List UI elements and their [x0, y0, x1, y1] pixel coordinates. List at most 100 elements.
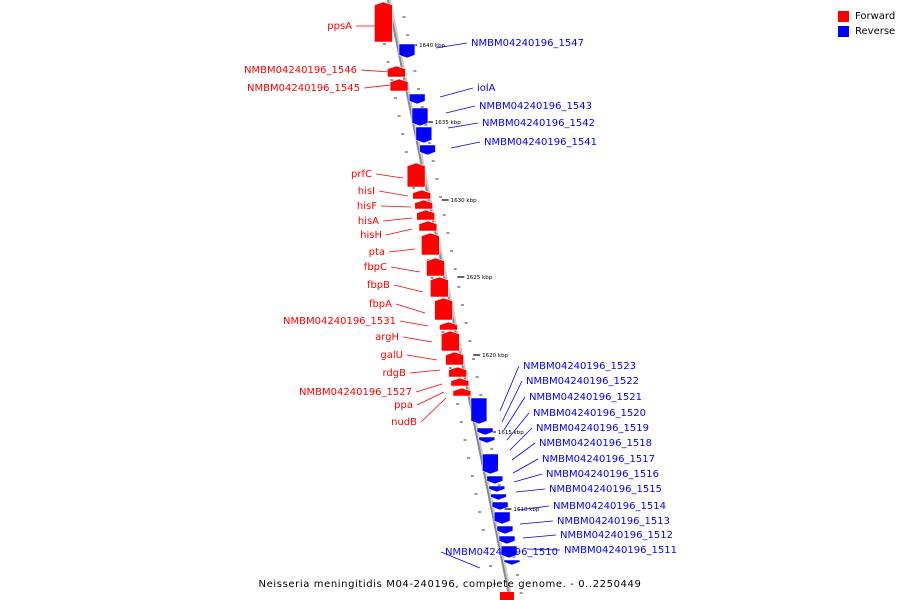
reverse-gene-feature	[490, 493, 507, 501]
gene-label-connector	[435, 42, 468, 49]
reverse-gene-feature	[398, 43, 416, 59]
forward-gene-feature	[452, 387, 472, 397]
forward-swatch	[838, 11, 849, 22]
gene-label: iolA	[477, 83, 496, 94]
gene-label: NMBM04240196_1527	[299, 387, 412, 398]
gene-label-connector	[522, 534, 557, 539]
legend-label-reverse: Reverse	[855, 26, 896, 37]
gene-label-connector	[380, 205, 412, 208]
gene-label-connector	[393, 284, 424, 293]
forward-gene-feature	[374, 1, 393, 43]
gene-label: rdgB	[383, 368, 407, 379]
reverse-gene-feature	[493, 511, 511, 525]
gene-label-connector	[390, 266, 421, 273]
gene-label: pta	[369, 247, 385, 258]
gene-label: NMBM04240196_1515	[549, 484, 662, 495]
gene-label: NMBM04240196_1547	[471, 38, 584, 49]
reverse-gene-feature	[411, 107, 429, 127]
gene-label-connector	[501, 380, 523, 423]
tick-label: 1610 kbp	[513, 507, 539, 513]
gene-label: ppsA	[327, 21, 352, 32]
gene-label-connector	[509, 427, 533, 451]
gene-label: NMBM04240196_1517	[542, 454, 655, 465]
gene-label-connector	[406, 354, 438, 361]
gene-label: NMBM04240196_1523	[523, 361, 636, 372]
forward-gene-feature	[418, 220, 438, 232]
gene-label: fbpC	[364, 262, 387, 273]
gene-label: NMBM04240196_1522	[526, 376, 639, 387]
gene-label-connector	[513, 473, 543, 483]
forward-gene-feature	[430, 276, 449, 298]
reverse-gene-feature	[476, 427, 494, 436]
reverse-gene-feature	[408, 93, 426, 105]
gene-label: NMBM04240196_1542	[482, 118, 595, 129]
gene-label-connector	[360, 69, 391, 73]
reverse-gene-feature	[486, 475, 504, 485]
forward-gene-feature	[441, 330, 460, 352]
gene-label: prfC	[351, 169, 372, 180]
gene-label-connector	[526, 548, 561, 551]
gene-label-connector	[439, 87, 474, 98]
gene-label: NMBM04240196_1546	[244, 65, 357, 76]
forward-gene-feature	[406, 162, 426, 188]
gene-label: NMBM04240196_1543	[479, 101, 592, 112]
gene-label-connector	[499, 365, 520, 412]
forward-gene-feature	[448, 366, 467, 378]
tick-label: 1620 kbp	[482, 353, 508, 359]
gene-label: NMBM04240196_1518	[539, 438, 652, 449]
gene-label: argH	[375, 332, 399, 343]
reverse-gene-feature	[498, 535, 516, 545]
reverse-gene-feature	[491, 501, 509, 511]
gene-label: NMBM04240196_1510	[445, 547, 558, 558]
gene-label-connector	[399, 320, 429, 327]
forward-gene-feature	[421, 232, 440, 256]
gene-label: hisF	[357, 201, 377, 212]
map-caption: Neisseria meningitidis M04-240196, compl…	[258, 579, 642, 590]
reverse-gene-feature	[470, 397, 488, 425]
forward-gene-feature	[445, 351, 464, 366]
forward-gene-feature	[499, 592, 514, 600]
tick-label: 1640 kbp	[419, 43, 445, 49]
gene-label: NMBM04240196_1521	[529, 392, 642, 403]
gene-label-connector	[517, 505, 550, 511]
gene-label-connector	[416, 391, 445, 406]
gene-label-connector	[378, 190, 409, 197]
forward-gene-feature	[426, 257, 445, 277]
reverse-gene-feature	[415, 126, 433, 144]
gene-label: hisI	[358, 186, 375, 197]
forward-gene-feature	[434, 297, 453, 321]
gene-label-connector	[402, 336, 433, 343]
gene-label-connector	[409, 369, 441, 374]
reverse-gene-feature	[503, 559, 521, 566]
gene-label-connector	[420, 397, 447, 423]
gene-label-connector	[506, 412, 530, 441]
reverse-gene-feature	[478, 436, 496, 444]
gene-label: NMBM04240196_1516	[546, 469, 659, 480]
gene-label-connector	[515, 488, 546, 493]
strand-legend: Forward Reverse	[838, 9, 895, 39]
gene-label-connector	[440, 551, 481, 569]
gene-label-connector	[382, 217, 413, 222]
reverse-gene-feature	[488, 485, 506, 493]
gene-label-connector	[385, 228, 413, 236]
forward-gene-feature	[414, 199, 433, 210]
gene-label: NMBM04240196_1541	[484, 137, 597, 148]
legend-item-forward: Forward	[838, 9, 895, 24]
gene-label-connector	[388, 248, 416, 253]
gene-label: NMBM04240196_1511	[564, 545, 677, 556]
tick-label: 1615 kbp	[498, 430, 524, 436]
legend-label-forward: Forward	[855, 11, 896, 22]
gene-label: NMBM04240196_1519	[536, 423, 649, 434]
gene-label-connector	[395, 303, 426, 314]
gene-label: hisH	[360, 230, 382, 241]
gene-label-connector	[503, 396, 526, 431]
gene-label-connector	[363, 84, 391, 89]
gene-label: NMBM04240196_1531	[283, 316, 396, 327]
gene-label: nudB	[391, 417, 417, 428]
gene-label: galU	[380, 350, 403, 361]
gene-label: NMBM04240196_1512	[560, 530, 673, 541]
reverse-gene-feature	[419, 144, 436, 156]
gene-label: NMBM04240196_1545	[247, 83, 360, 94]
gene-label: fbpB	[367, 280, 390, 291]
gene-label-connector	[445, 105, 476, 114]
